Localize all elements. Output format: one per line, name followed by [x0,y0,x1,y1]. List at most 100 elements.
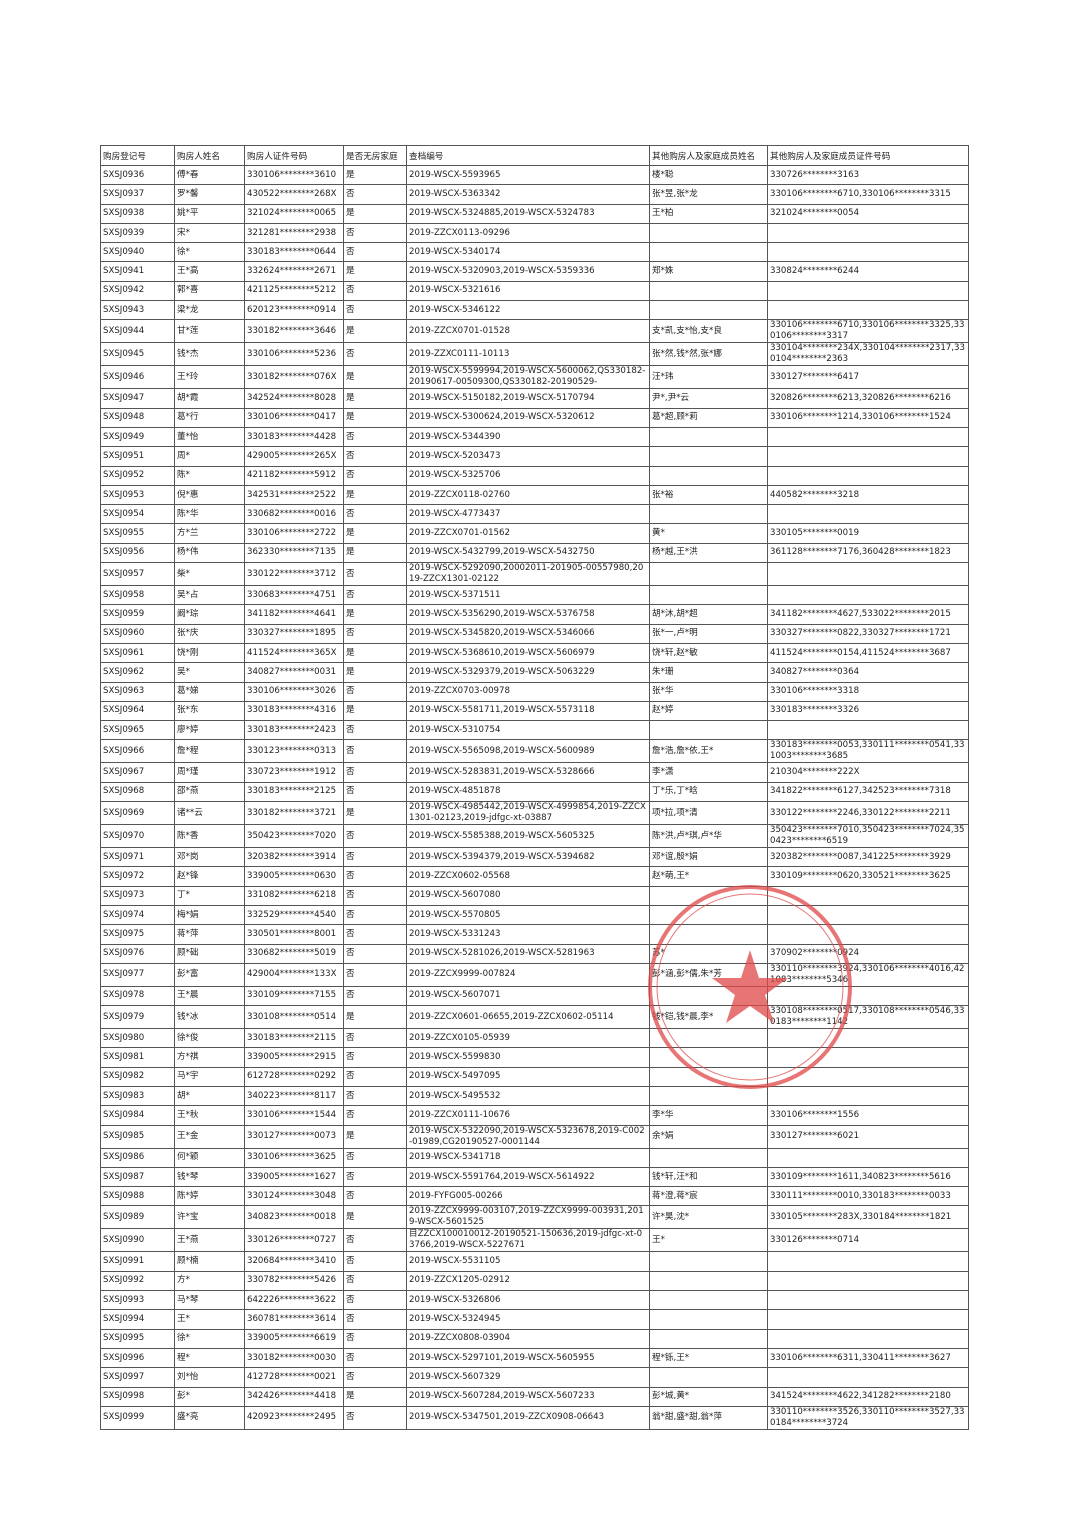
cell-no-house-family: 否 [343,943,407,964]
table-row: SXSJ0998 彭* 342426********4418 是 2019-WSCX-5… [100,1386,969,1407]
cell-buyer-name: 陈* [174,465,245,486]
cell-buyer-id-no: 330183********2125 [244,781,344,803]
cell-other-members-names [649,904,768,926]
cell-buyer-id-no: 330106********5236 [244,342,344,367]
cell-no-house-family: 是 [343,1386,407,1407]
cell-registration-no: SXSJ0980 [100,1028,175,1049]
query-no-text: 2019-ZZCX1205-02912 [409,1275,510,1286]
registration-no-text: SXSJ0960 [103,628,145,639]
cell-no-house-family: 否 [343,1228,407,1253]
cell-other-members-ids [767,222,969,244]
cell-registration-no: SXSJ0963 [100,681,175,702]
table-row: SXSJ0997 刘*怡 412728********0021 否 2019-WSCX-… [100,1367,969,1388]
other-members-ids-text: 330111********0010,330183********0033 [770,1190,951,1201]
cell-query-no: 2019-WSCX-5599994,2019-WSCX-5600062,QS33… [406,365,650,390]
registration-no-text: SXSJ0944 [103,325,145,336]
table-row: SXSJ0988 陈*婷 330124********3048 否 2019-FYFG0… [100,1186,969,1207]
cell-other-members-ids: 330726********3163 [767,164,969,186]
cell-no-house-family: 是 [343,1205,407,1230]
query-no-text: 2019-WSCX-5495532 [409,1090,501,1101]
no-house-family-text: 否 [346,450,355,461]
buyer-id-no-text: 350423********7020 [247,830,337,841]
registration-no-text: SXSJ0937 [103,188,145,199]
cell-buyer-name: 詹*程 [174,739,245,764]
cell-other-members-names: 翁*甜,盛*甜,翁*萍 [649,1405,768,1430]
other-members-ids-text: 330183********3326 [770,705,860,716]
cell-other-members-names: 张*昱,张*龙 [649,184,768,205]
cell-buyer-name: 胡*霞 [174,388,245,409]
registration-no-text: SXSJ0985 [103,1131,145,1142]
cell-buyer-id-no: 350423********7020 [244,824,344,849]
no-house-family-text: 是 [346,371,355,382]
cell-query-no: 2019-WSCX-5581711,2019-WSCX-5573118 [406,700,650,722]
cell-no-house-family: 是 [343,484,407,506]
other-members-ids-text: 341822********6127,342523********7318 [770,786,951,797]
cell-query-no: 2019-WSCX-5322090,2019-WSCX-5323678,2019… [406,1124,650,1149]
cell-other-members-ids: 330327********0822,330327********1721 [767,623,969,644]
table-row: SXSJ0947 胡*霞 342524********8028 是 2019-WSCX-… [100,388,969,409]
cell-buyer-name: 柴* [174,562,245,587]
query-no-text: 2019-ZZCX0602-05568 [409,870,510,881]
registration-no-text: SXSJ0949 [103,431,145,442]
registration-no-text: SXSJ0997 [103,1371,145,1382]
buyer-id-no-text: 330106********2722 [247,528,337,539]
no-house-family-text: 否 [346,1032,355,1043]
cell-buyer-id-no: 330106********3625 [244,1147,344,1168]
cell-buyer-name: 诸**云 [174,801,245,826]
cell-no-house-family: 否 [343,465,407,486]
cell-no-house-family: 否 [343,1085,407,1107]
registration-no-text: SXSJ0965 [103,724,145,735]
cell-buyer-name: 陈*华 [174,504,245,525]
cell-buyer-name: 徐*俊 [174,1028,245,1049]
table-row: SXSJ0966 詹*程 330123********0313 否 2019-WSCX-… [100,739,969,764]
cell-no-house-family: 否 [343,824,407,849]
cell-query-no: 2019-ZZCX0703-00978 [406,681,650,702]
cell-buyer-id-no: 330501********8001 [244,924,344,945]
cell-other-members-names: 郑*姝 [649,261,768,282]
query-no-text: 2019-WSCX-5344390 [409,431,501,442]
registration-no-text: SXSJ0993 [103,1294,145,1305]
other-members-ids-text: 350423********7010,350423********7024,35… [770,825,965,847]
cell-no-house-family: 否 [343,762,407,783]
cell-query-no: 2019-ZZCX0602-05568 [406,866,650,887]
buyer-name-text: 周*瑾 [177,767,199,778]
buyer-name-text: 吴* [177,666,190,677]
cell-other-members-names: 许*昊,沈* [649,1205,768,1230]
cell-buyer-id-no: 330109********7155 [244,985,344,1007]
buyer-name-text: 王*燕 [177,1234,199,1245]
cell-registration-no: SXSJ0988 [100,1186,175,1207]
table-row: SXSJ0972 赵*锋 339005********0630 否 2019-ZZCX0… [100,866,969,887]
cell-other-members-ids [767,985,969,1007]
cell-other-members-names [649,504,768,525]
cell-query-no: 2019-ZZCX0105-05939 [406,1028,650,1049]
no-house-family-text: 是 [346,489,355,500]
buyer-id-no-text: 330182********0030 [247,1352,337,1363]
cell-other-members-names: 彭*城,黄* [649,1386,768,1407]
query-no-text: 2019-ZZCX9999-007824 [409,969,516,980]
buyer-id-no-text: 340827********0031 [247,666,337,677]
table-row: SXSJ0994 王* 360781********3614 否 2019-WSCX-5… [100,1309,969,1330]
registration-no-text: SXSJ0971 [103,851,145,862]
cell-other-members-ids [767,1085,969,1107]
buyer-id-no-text: 339005********2915 [247,1052,337,1063]
cell-buyer-id-no: 429004********133X [244,962,344,987]
buyer-name-text: 方*祺 [177,1052,199,1063]
query-no-text: 2019-WSCX-5371511 [409,589,501,600]
registration-no-text: SXSJ0964 [103,705,145,716]
cell-query-no: 2019-ZZCX0118-02760 [406,484,650,506]
table-row: SXSJ0985 王*金 330127********0073 是 2019-WSCX-… [100,1124,969,1149]
cell-query-no: 2019-WSCX-4851878 [406,781,650,803]
column-header-buyer-name: 购房人姓名 [174,145,245,166]
query-no-text: 2019-ZZCX0113-09296 [409,227,510,238]
query-no-text: 2019-WSCX-5203473 [409,450,501,461]
cell-other-members-names: 张*华 [649,681,768,702]
cell-buyer-id-no: 330108********0514 [244,1005,344,1030]
buyer-name-text: 倪*惠 [177,489,199,500]
cell-buyer-name: 顾*楠 [174,1251,245,1272]
cell-buyer-name: 吴*占 [174,585,245,606]
cell-no-house-family: 是 [343,1124,407,1149]
cell-other-members-ids: 440582********3218 [767,484,969,506]
cell-buyer-name: 倪*惠 [174,484,245,506]
cell-other-members-ids [767,585,969,606]
other-members-names-text: 支*凯,支*怡,支*良 [652,325,722,336]
